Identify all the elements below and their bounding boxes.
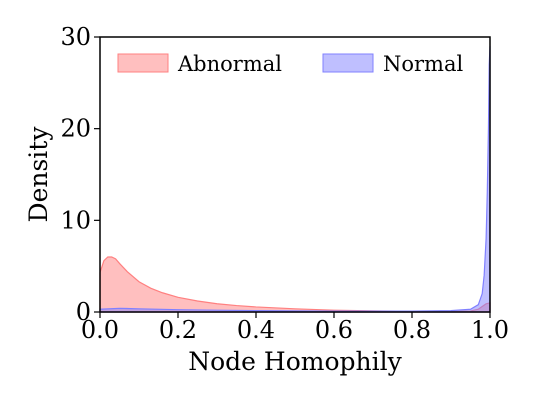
y-tick-label: 0 <box>76 298 91 326</box>
plot-areas <box>99 46 491 313</box>
x-tick-label: 0.0 <box>81 316 119 344</box>
y-tick-label: 30 <box>60 23 91 51</box>
y-axis: 0 10 20 30 <box>60 23 100 326</box>
legend-label-abnormal: Abnormal <box>177 52 282 76</box>
legend-label-normal: Normal <box>383 52 463 76</box>
legend: Abnormal Normal <box>117 52 463 76</box>
x-tick-label: 0.4 <box>237 316 275 344</box>
y-tick-label: 10 <box>60 206 91 234</box>
x-axis-label: Node Homophily <box>188 347 402 376</box>
x-tick-label: 0.8 <box>393 316 431 344</box>
legend-swatch-abnormal <box>117 53 169 73</box>
x-axis: 0.0 0.2 0.4 0.6 0.8 1.0 <box>81 312 509 344</box>
legend-swatch-normal <box>322 53 374 73</box>
x-tick-label: 0.6 <box>315 316 353 344</box>
area-abnormal <box>99 256 491 313</box>
plot-frame <box>99 36 491 313</box>
y-tick-label: 20 <box>60 115 91 143</box>
area-normal <box>99 46 491 313</box>
y-axis-label: Density <box>24 126 53 223</box>
x-tick-label: 0.2 <box>159 316 197 344</box>
x-tick-label: 1.0 <box>471 316 509 344</box>
